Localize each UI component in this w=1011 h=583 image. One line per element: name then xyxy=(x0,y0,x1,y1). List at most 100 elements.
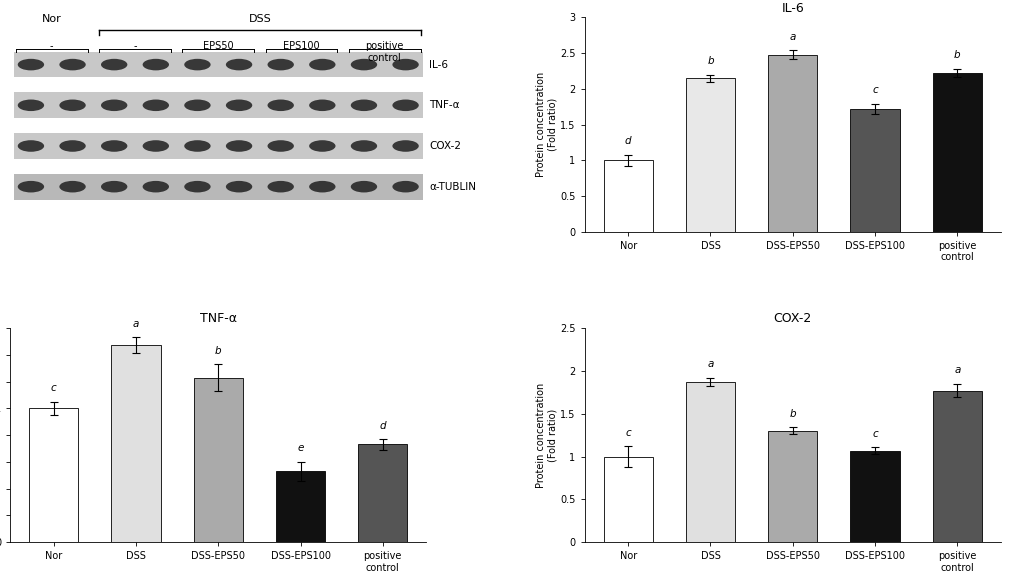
Bar xyxy=(193,378,243,542)
Text: c: c xyxy=(872,85,878,95)
Bar xyxy=(932,73,982,231)
Y-axis label: Protein concentration
(Fold ratio): Protein concentration (Fold ratio) xyxy=(536,72,557,177)
Text: b: b xyxy=(790,409,796,419)
Ellipse shape xyxy=(351,100,377,111)
Bar xyxy=(182,133,212,159)
Bar xyxy=(111,345,161,542)
Bar xyxy=(224,174,254,199)
Ellipse shape xyxy=(60,100,86,111)
Ellipse shape xyxy=(268,100,294,111)
Text: positive
control: positive control xyxy=(366,41,404,62)
Bar xyxy=(266,133,295,159)
Ellipse shape xyxy=(225,59,253,71)
Text: TNF-α: TNF-α xyxy=(429,100,459,110)
Bar xyxy=(16,133,45,159)
Ellipse shape xyxy=(225,140,253,152)
Bar xyxy=(850,109,900,231)
Bar xyxy=(182,174,212,199)
Bar xyxy=(266,174,295,199)
Bar xyxy=(14,174,423,199)
Bar xyxy=(224,52,254,78)
Text: DSS: DSS xyxy=(249,14,271,24)
Ellipse shape xyxy=(392,100,419,111)
Ellipse shape xyxy=(392,140,419,152)
Bar xyxy=(768,55,818,231)
Text: b: b xyxy=(707,56,714,66)
Bar xyxy=(58,174,88,199)
Text: d: d xyxy=(625,136,632,146)
Bar xyxy=(182,93,212,118)
Ellipse shape xyxy=(184,140,210,152)
Bar xyxy=(266,52,295,78)
Ellipse shape xyxy=(184,59,210,71)
Bar xyxy=(276,471,326,542)
Bar xyxy=(358,444,407,542)
Text: b: b xyxy=(215,346,221,356)
Ellipse shape xyxy=(309,140,336,152)
Ellipse shape xyxy=(60,59,86,71)
Bar xyxy=(16,174,45,199)
Bar xyxy=(224,133,254,159)
Ellipse shape xyxy=(101,100,127,111)
Bar xyxy=(307,174,338,199)
Text: α-TUBLIN: α-TUBLIN xyxy=(429,182,476,192)
Bar xyxy=(16,52,45,78)
Text: a: a xyxy=(132,319,140,329)
Bar xyxy=(141,133,171,159)
Ellipse shape xyxy=(60,140,86,152)
Bar xyxy=(141,93,171,118)
Title: IL-6: IL-6 xyxy=(782,2,804,15)
Bar xyxy=(390,52,421,78)
Ellipse shape xyxy=(143,181,169,192)
Ellipse shape xyxy=(268,140,294,152)
Ellipse shape xyxy=(309,181,336,192)
Ellipse shape xyxy=(143,100,169,111)
Ellipse shape xyxy=(184,100,210,111)
Ellipse shape xyxy=(60,181,86,192)
Bar xyxy=(685,382,735,542)
Ellipse shape xyxy=(143,140,169,152)
Bar xyxy=(349,133,379,159)
Text: -: - xyxy=(50,41,54,51)
Text: a: a xyxy=(708,359,714,369)
Text: e: e xyxy=(297,443,303,454)
Ellipse shape xyxy=(225,100,253,111)
Bar xyxy=(349,52,379,78)
Bar xyxy=(685,78,735,231)
Bar xyxy=(14,93,423,118)
Ellipse shape xyxy=(18,140,44,152)
Bar xyxy=(307,133,338,159)
Y-axis label: Protein concentration
(Fold ratio): Protein concentration (Fold ratio) xyxy=(536,382,557,488)
Bar xyxy=(99,174,129,199)
Text: -: - xyxy=(133,41,136,51)
Bar xyxy=(141,52,171,78)
Bar xyxy=(29,408,79,542)
Ellipse shape xyxy=(101,181,127,192)
Ellipse shape xyxy=(351,181,377,192)
Ellipse shape xyxy=(268,59,294,71)
Bar xyxy=(390,93,421,118)
Bar xyxy=(58,93,88,118)
Bar xyxy=(141,174,171,199)
Ellipse shape xyxy=(351,59,377,71)
Text: a: a xyxy=(954,365,960,375)
Bar xyxy=(16,93,45,118)
Ellipse shape xyxy=(18,59,44,71)
Ellipse shape xyxy=(392,59,419,71)
Bar xyxy=(604,160,653,231)
Text: COX-2: COX-2 xyxy=(429,141,461,151)
Bar xyxy=(390,174,421,199)
Bar xyxy=(14,133,423,159)
Bar xyxy=(58,52,88,78)
Bar xyxy=(266,93,295,118)
Text: b: b xyxy=(954,50,960,60)
Text: c: c xyxy=(872,429,878,438)
Bar xyxy=(99,93,129,118)
Text: EPS50: EPS50 xyxy=(203,41,234,51)
Text: c: c xyxy=(626,428,631,438)
Ellipse shape xyxy=(143,59,169,71)
Ellipse shape xyxy=(101,59,127,71)
Bar xyxy=(182,52,212,78)
Bar xyxy=(349,174,379,199)
Ellipse shape xyxy=(309,100,336,111)
